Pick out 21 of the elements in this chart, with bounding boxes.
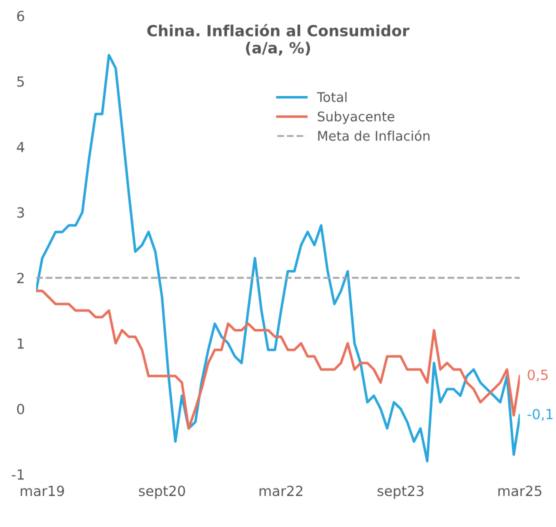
y-tick-label: 5	[17, 76, 24, 87]
y-tick-label: 0	[17, 404, 24, 414]
y-tick-label: 3	[17, 207, 24, 218]
line-series	[36, 54, 520, 462]
line-series	[36, 290, 520, 430]
x-tick-label: sept23	[378, 486, 424, 499]
legend-label: Subyacente	[318, 111, 394, 124]
y-tick-label: 4	[16, 142, 24, 152]
y-tick-label: -1	[12, 469, 24, 480]
x-tick-label: mar25	[498, 486, 542, 496]
data-label: 0,5	[528, 370, 548, 382]
y-tick-label: 6	[17, 10, 24, 22]
legend-label: Total	[316, 92, 347, 102]
x-tick-label: mar22	[260, 486, 302, 496]
y-tick-label: 2	[17, 272, 24, 284]
y-tick-label: 1	[18, 338, 24, 349]
data-label: -0,1	[527, 408, 553, 421]
legend-label: Meta de Inflación	[318, 130, 430, 141]
text: China. Inflación al Consumidor (a/a, %)	[147, 24, 410, 56]
x-tick-label: mar19	[20, 486, 64, 496]
x-tick-label: sept20	[138, 486, 186, 499]
